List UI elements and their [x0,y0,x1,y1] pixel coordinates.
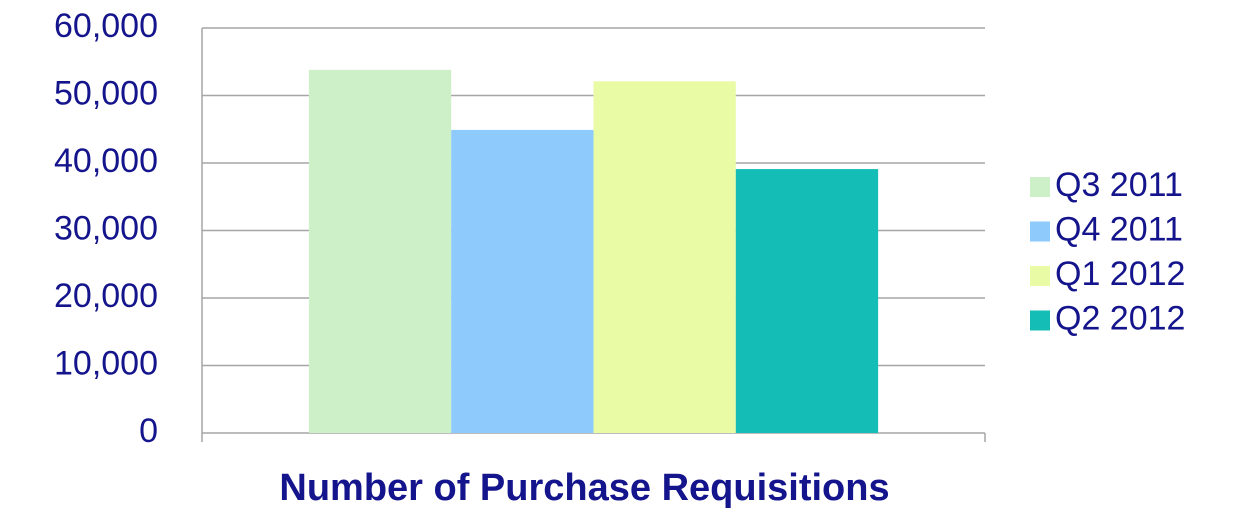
y-tick-label: 60,000 [54,7,158,45]
y-tick-label: 50,000 [54,74,158,112]
x-tick-label: Number of Purchase Requisitions [279,467,889,509]
legend-swatch [1030,177,1050,197]
legend-swatch [1030,310,1050,331]
y-tick-label: 20,000 [54,277,158,315]
bar [593,81,736,433]
legend-label: Q1 2012 [1055,255,1185,293]
y-tick-label: 10,000 [54,344,158,382]
legend-label: Q3 2011 [1055,166,1183,204]
y-tick-label: 40,000 [54,142,158,180]
legend-swatch [1030,221,1050,242]
y-tick-label: 0 [139,412,158,450]
bar [451,129,594,434]
legend-swatch [1030,266,1050,286]
y-tick-label: 30,000 [54,209,158,247]
bar [735,169,879,433]
bar [308,69,452,433]
legend-label: Q4 2011 [1055,210,1183,248]
legend-label: Q2 2012 [1055,299,1185,337]
